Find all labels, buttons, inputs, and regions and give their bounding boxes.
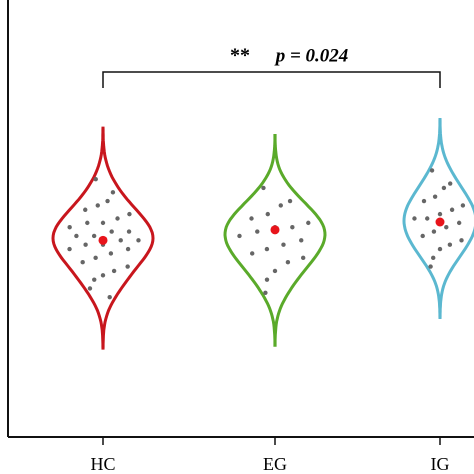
- data-point: [459, 238, 464, 243]
- data-point: [237, 233, 242, 239]
- data-point: [264, 246, 270, 252]
- data-point: [255, 229, 260, 234]
- data-point: [93, 255, 98, 261]
- data-point: [127, 211, 132, 217]
- significance-bracket: [102, 71, 441, 88]
- data-point: [125, 246, 131, 252]
- data-point: [109, 229, 114, 234]
- x-tick-label: HC: [90, 454, 115, 474]
- data-point: [67, 225, 72, 230]
- data-point: [80, 260, 85, 265]
- data-point: [91, 233, 97, 239]
- data-point: [95, 203, 100, 208]
- data-point: [428, 264, 433, 269]
- data-point: [93, 176, 98, 182]
- data-point: [83, 207, 88, 212]
- data-point: [264, 277, 270, 282]
- mean-point: [435, 217, 445, 227]
- data-point: [300, 255, 306, 261]
- violin: [223, 134, 327, 347]
- data-point: [287, 198, 293, 204]
- data-point: [299, 238, 304, 243]
- data-point: [281, 242, 286, 247]
- data-point: [448, 181, 453, 186]
- data-point: [100, 273, 106, 278]
- data-point: [447, 242, 453, 247]
- data-point: [111, 268, 117, 274]
- data-point: [431, 255, 436, 261]
- data-point: [85, 220, 90, 226]
- data-point: [263, 290, 268, 295]
- data-point: [125, 264, 130, 269]
- data-point: [456, 220, 462, 226]
- significance-stars: **: [230, 45, 250, 67]
- data-point: [431, 229, 437, 234]
- data-point: [441, 185, 447, 191]
- x-tick-label: EG: [263, 454, 287, 474]
- data-point: [437, 246, 443, 252]
- data-point: [421, 198, 427, 204]
- data-point: [126, 229, 132, 234]
- p-value: p = 0.024: [274, 45, 349, 66]
- data-point: [67, 246, 72, 252]
- data-point: [429, 168, 435, 173]
- data-point: [87, 286, 93, 291]
- data-point: [261, 185, 266, 191]
- data-point: [108, 251, 114, 256]
- data-point: [449, 207, 455, 212]
- data-point: [249, 216, 254, 221]
- data-point: [136, 238, 141, 243]
- data-point: [412, 216, 417, 221]
- data-point: [107, 294, 112, 300]
- mean-point: [98, 235, 108, 245]
- data-point: [444, 225, 449, 230]
- data-point: [105, 198, 110, 204]
- data-point: [118, 238, 123, 243]
- data-point: [272, 268, 278, 274]
- data-point: [74, 233, 79, 239]
- data-point: [278, 203, 283, 208]
- data-point: [425, 216, 430, 221]
- data-point: [250, 251, 255, 256]
- x-tick-label: IG: [431, 454, 450, 474]
- data-point: [265, 211, 270, 217]
- data-point: [437, 211, 443, 217]
- mean-point: [270, 225, 280, 235]
- data-point: [92, 277, 97, 282]
- data-point: [460, 203, 466, 208]
- data-point: [290, 225, 295, 230]
- data-point: [83, 242, 88, 247]
- data-point: [285, 260, 291, 265]
- data-point: [100, 220, 106, 226]
- data-point: [306, 220, 311, 226]
- data-point: [115, 216, 120, 221]
- data-point: [432, 194, 438, 199]
- data-point: [110, 190, 116, 195]
- data-point: [420, 233, 425, 239]
